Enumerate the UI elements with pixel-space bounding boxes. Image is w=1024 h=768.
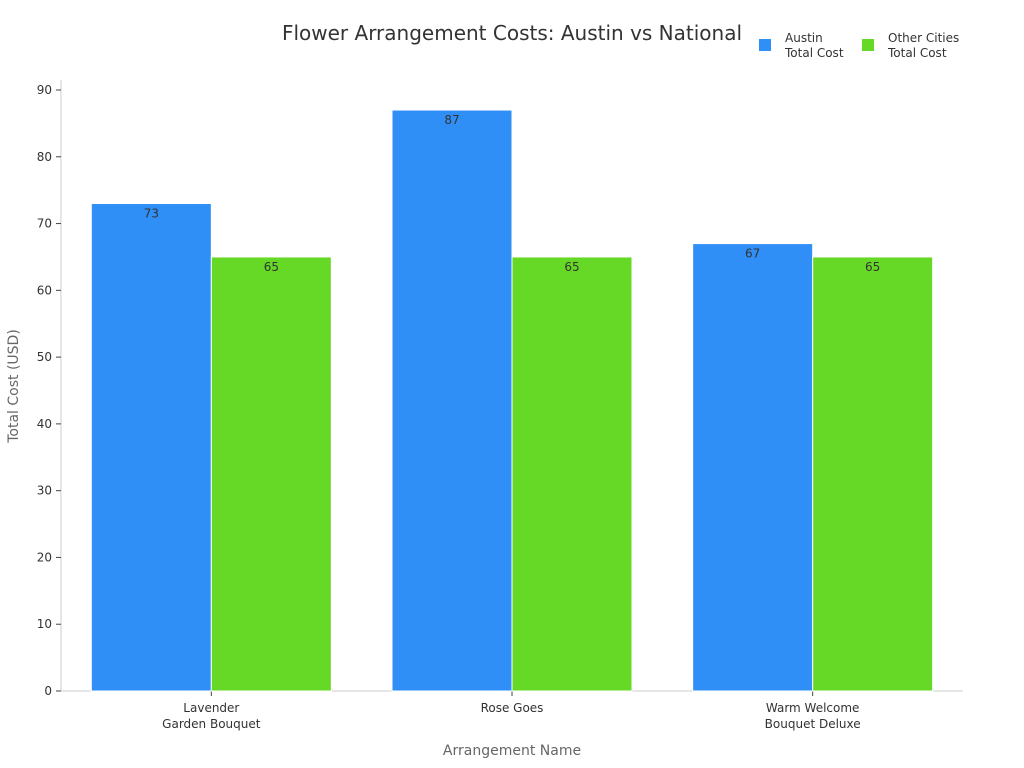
y-axis: 0 10 20 30 40 50 60 70 80 90 (37, 80, 62, 698)
y-tick-label: 80 (37, 150, 52, 164)
bar (812, 256, 934, 692)
x-tick-label: Warm Welcome Bouquet Deluxe (765, 701, 861, 731)
bar-value-label: 87 (444, 113, 459, 127)
bar-value-label: 65 (564, 260, 579, 274)
bar (210, 256, 332, 692)
y-tick-label: 30 (37, 484, 52, 498)
bar-value-label: 73 (144, 207, 159, 221)
x-tick-label: Lavender Garden Bouquet (162, 701, 261, 731)
y-tick-label: 0 (44, 684, 52, 698)
bar (391, 109, 513, 692)
legend-swatch (862, 39, 874, 51)
legend-label: Other Cities Total Cost (887, 31, 959, 60)
bar (692, 243, 814, 692)
legend-swatch (759, 39, 771, 51)
bar (90, 203, 212, 692)
x-axis: Lavender Garden Bouquet Rose Goes Warm Welc… (61, 690, 963, 731)
y-tick-label: 70 (37, 217, 52, 231)
x-axis-label: Arrangement Name (443, 743, 581, 759)
y-tick-label: 90 (37, 83, 52, 97)
y-axis-label: Total Cost (USD) (6, 329, 22, 444)
bars: 73 65 87 65 67 65 (90, 109, 934, 692)
y-tick-label: 20 (37, 550, 52, 564)
chart-title: Flower Arrangement Costs: Austin vs Nati… (282, 21, 742, 45)
bar (511, 256, 633, 692)
bar-value-label: 65 (264, 260, 279, 274)
y-tick-label: 10 (37, 617, 52, 631)
y-tick-label: 40 (37, 417, 52, 431)
bar-value-label: 65 (865, 260, 880, 274)
x-tick-label: Rose Goes (481, 701, 544, 715)
y-tick-label: 60 (37, 283, 52, 297)
legend-label: Austin Total Cost (784, 31, 844, 60)
y-tick-label: 50 (37, 350, 52, 364)
legend: Austin Total Cost Other Cities Total Cost (759, 31, 959, 60)
bar-value-label: 67 (745, 247, 760, 261)
